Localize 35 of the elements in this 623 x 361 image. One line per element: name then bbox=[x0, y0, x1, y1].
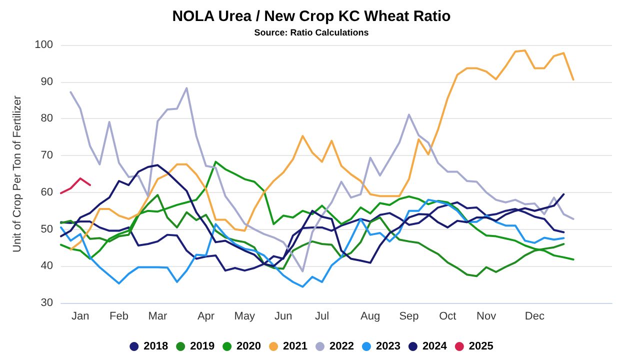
x-tick-label: Apr bbox=[197, 310, 215, 322]
y-tick-label: 70 bbox=[40, 150, 53, 162]
chart-subtitle: Source: Ratio Calculations bbox=[254, 28, 369, 38]
x-tick-label: Mar bbox=[148, 310, 168, 322]
x-tick-label: May bbox=[234, 310, 256, 322]
x-tick-label: Dec bbox=[524, 310, 545, 322]
line-series bbox=[60, 177, 91, 194]
x-tick-label: Nov bbox=[476, 310, 497, 322]
y-tick-label: 80 bbox=[40, 112, 53, 125]
line-series bbox=[60, 198, 565, 288]
y-tick-label: 100 bbox=[34, 39, 53, 51]
legend-label: 2021 bbox=[283, 340, 308, 352]
y-axis-title: Unit of Crop Per Ton of Fertilizer bbox=[12, 95, 24, 252]
y-tick-label: 50 bbox=[40, 223, 53, 236]
x-tick-label: Jul bbox=[314, 310, 330, 322]
legend-label: 2018 bbox=[144, 340, 168, 352]
legend-label: 2023 bbox=[376, 340, 400, 352]
chart-title: NOLA Urea / New Crop KC Wheat Ratio bbox=[172, 8, 451, 25]
y-tick-label: 30 bbox=[40, 297, 53, 309]
x-tick-label: Feb bbox=[110, 310, 128, 322]
legend-label: 2024 bbox=[422, 340, 448, 352]
legend-label: 2022 bbox=[330, 340, 354, 352]
legend-label: 2025 bbox=[468, 340, 494, 352]
y-tick-label: 40 bbox=[40, 260, 53, 272]
line-series bbox=[70, 87, 574, 272]
x-tick-label: Jun bbox=[274, 310, 292, 322]
legend-label: 2020 bbox=[236, 340, 262, 352]
line-series bbox=[70, 50, 574, 251]
y-tick-label: 60 bbox=[40, 186, 53, 198]
x-tick-label: Aug bbox=[360, 310, 380, 322]
y-tick-label: 90 bbox=[40, 76, 53, 88]
x-tick-label: Oct bbox=[439, 310, 456, 322]
legend-label: 2019 bbox=[190, 340, 215, 352]
x-tick-label: Sep bbox=[399, 310, 419, 322]
x-tick-label: Jan bbox=[71, 310, 90, 322]
